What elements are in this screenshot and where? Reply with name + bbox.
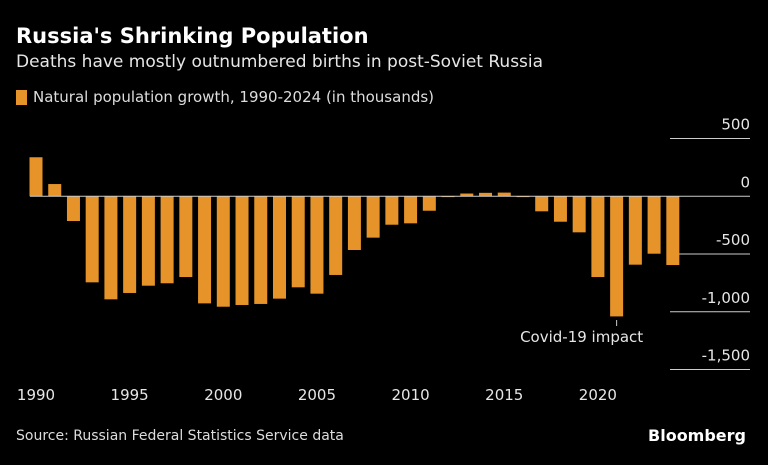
x-tick-label: 2020 <box>579 386 617 404</box>
y-tick-label: 500 <box>721 116 750 134</box>
bar-2019 <box>572 196 586 233</box>
bar-2009 <box>385 196 399 225</box>
bar-1994 <box>104 196 118 300</box>
x-tick-label: 2005 <box>298 386 336 404</box>
y-tick-label: -1,000 <box>702 289 750 307</box>
bar-2010 <box>404 196 418 224</box>
x-tick-label: 2015 <box>485 386 523 404</box>
bar-2004 <box>291 196 305 288</box>
bar-2014 <box>479 192 493 197</box>
bar-2006 <box>329 196 343 275</box>
bar-1992 <box>66 196 80 222</box>
bar-1999 <box>198 196 212 304</box>
x-tick-label: 2010 <box>392 386 430 404</box>
bar-1998 <box>179 196 193 278</box>
bar-2008 <box>366 196 380 238</box>
chart-subtitle: Deaths have mostly outnumbered births in… <box>16 52 544 72</box>
bar-1996 <box>141 196 155 286</box>
bar-2018 <box>553 196 567 222</box>
bar-2007 <box>347 196 361 251</box>
bar-2022 <box>628 196 642 265</box>
bar-2002 <box>254 196 268 304</box>
x-tick-label: 1990 <box>17 386 55 404</box>
bar-2024 <box>666 196 680 266</box>
bar-2021 <box>610 196 624 317</box>
bar-2020 <box>591 196 605 278</box>
bar-1990 <box>29 157 43 197</box>
bar-2003 <box>272 196 286 299</box>
y-tick-label: -1,500 <box>702 347 750 365</box>
x-tick-label: 2000 <box>204 386 242 404</box>
bar-2023 <box>647 196 661 254</box>
bar-1993 <box>85 196 99 283</box>
legend-label: Natural population growth, 1990-2024 (in… <box>33 88 435 106</box>
annotation-covid: Covid-19 impact <box>520 328 643 346</box>
legend: Natural population growth, 1990-2024 (in… <box>16 88 434 106</box>
bar-2011 <box>422 196 436 211</box>
source-note: Source: Russian Federal Statistics Servi… <box>16 428 344 444</box>
bar-2017 <box>535 196 549 212</box>
y-tick-label: 0 <box>740 173 750 191</box>
legend-swatch <box>16 89 27 105</box>
bar-1995 <box>123 196 137 293</box>
bar-1991 <box>48 184 62 197</box>
bloomberg-logo: Bloomberg <box>648 426 746 445</box>
bar-2015 <box>497 192 511 197</box>
bar-2005 <box>310 196 324 294</box>
y-tick-label: -500 <box>716 231 750 249</box>
bar-1997 <box>160 196 174 284</box>
bar-2000 <box>216 196 230 307</box>
x-tick-label: 1995 <box>111 386 149 404</box>
chart-title: Russia's Shrinking Population <box>16 24 369 48</box>
bar-2013 <box>460 193 474 197</box>
bar-2001 <box>235 196 249 305</box>
